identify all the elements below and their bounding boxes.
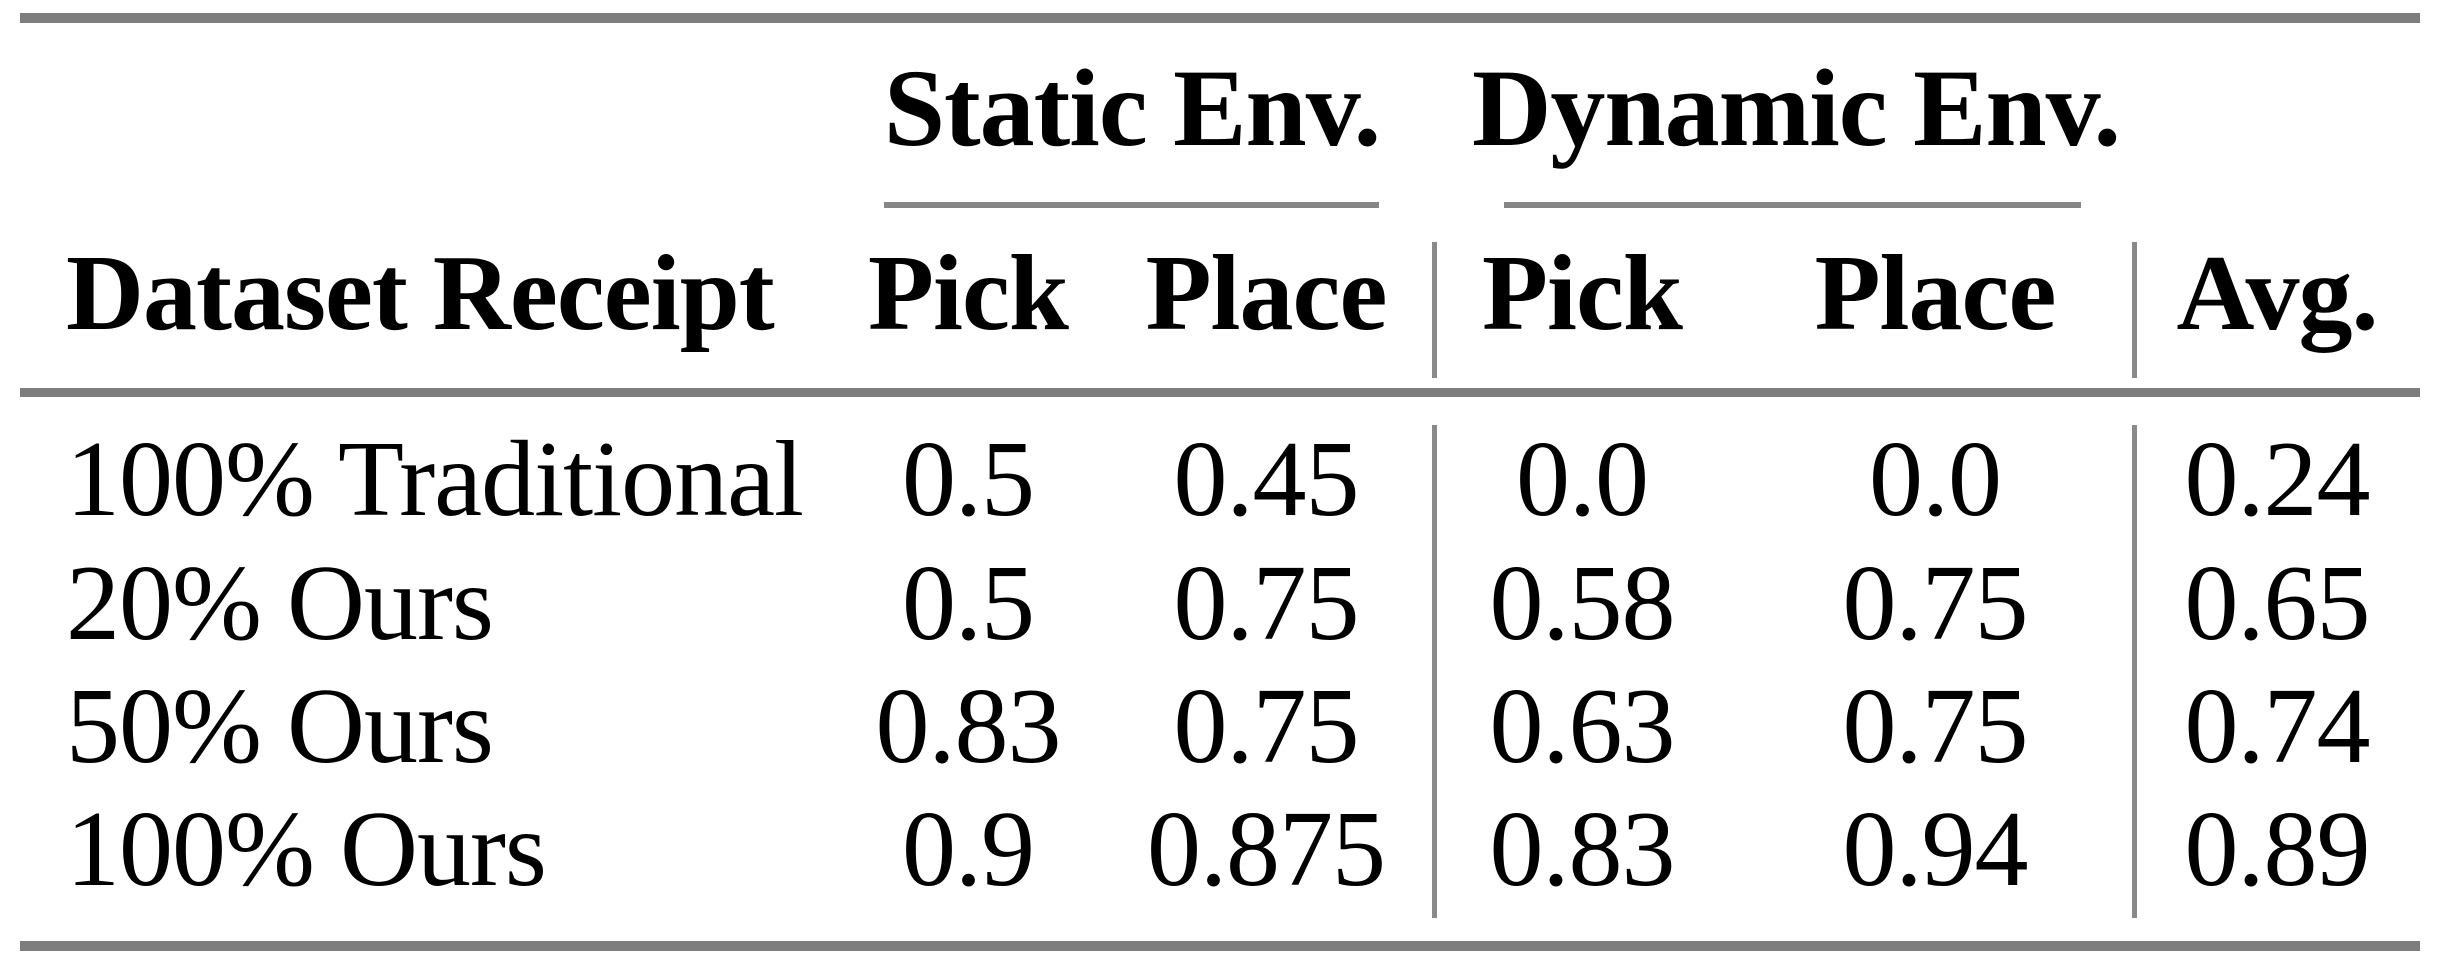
header-body-rule [20, 388, 2420, 397]
static-env-group-header: Static Env. [883, 46, 1381, 169]
row-label: 100% Traditional [66, 420, 804, 539]
column-header-static-pick: Pick [868, 234, 1069, 353]
cell-static-pick: 0.83 [875, 667, 1062, 786]
cell-static-place: 0.75 [1173, 667, 1360, 786]
cell-avg: 0.74 [2184, 667, 2371, 786]
column-separator-avg [2132, 242, 2137, 378]
column-separator-avg [2132, 425, 2137, 918]
column-header-dynamic-place: Place [1814, 234, 2057, 353]
top-rule [20, 13, 2420, 23]
column-header-dataset-receipt: Dataset Receipt [66, 234, 775, 353]
cell-avg: 0.89 [2184, 790, 2371, 909]
row-label: 100% Ours [66, 790, 547, 909]
cell-avg: 0.65 [2184, 544, 2371, 663]
cell-dynamic-pick: 0.63 [1489, 667, 1676, 786]
dynamic-env-cmidrule [1504, 202, 2081, 208]
cell-dynamic-place: 0.94 [1842, 790, 2029, 909]
row-label: 50% Ours [66, 667, 494, 786]
cell-dynamic-pick: 0.58 [1489, 544, 1676, 663]
cell-static-pick: 0.9 [902, 790, 1035, 909]
cell-static-place: 0.75 [1173, 544, 1360, 663]
cell-dynamic-place: 0.0 [1869, 420, 2002, 539]
cell-dynamic-place: 0.75 [1842, 667, 2029, 786]
static-env-cmidrule [884, 202, 1379, 208]
column-separator-static-dynamic [1432, 425, 1437, 918]
row-label: 20% Ours [66, 544, 494, 663]
cell-static-pick: 0.5 [902, 544, 1035, 663]
column-header-dynamic-pick: Pick [1482, 234, 1683, 353]
cell-dynamic-pick: 0.0 [1516, 420, 1649, 539]
cell-dynamic-pick: 0.83 [1489, 790, 1676, 909]
column-separator-static-dynamic [1432, 242, 1437, 378]
dynamic-env-group-header: Dynamic Env. [1471, 46, 2121, 169]
cell-dynamic-place: 0.75 [1842, 544, 2029, 663]
column-header-static-place: Place [1145, 234, 1388, 353]
cell-avg: 0.24 [2184, 420, 2371, 539]
column-header-avg: Avg. [2176, 234, 2379, 353]
cell-static-place: 0.45 [1173, 420, 1360, 539]
cell-static-pick: 0.5 [902, 420, 1035, 539]
cell-static-place: 0.875 [1147, 790, 1386, 909]
bottom-rule [20, 941, 2420, 951]
